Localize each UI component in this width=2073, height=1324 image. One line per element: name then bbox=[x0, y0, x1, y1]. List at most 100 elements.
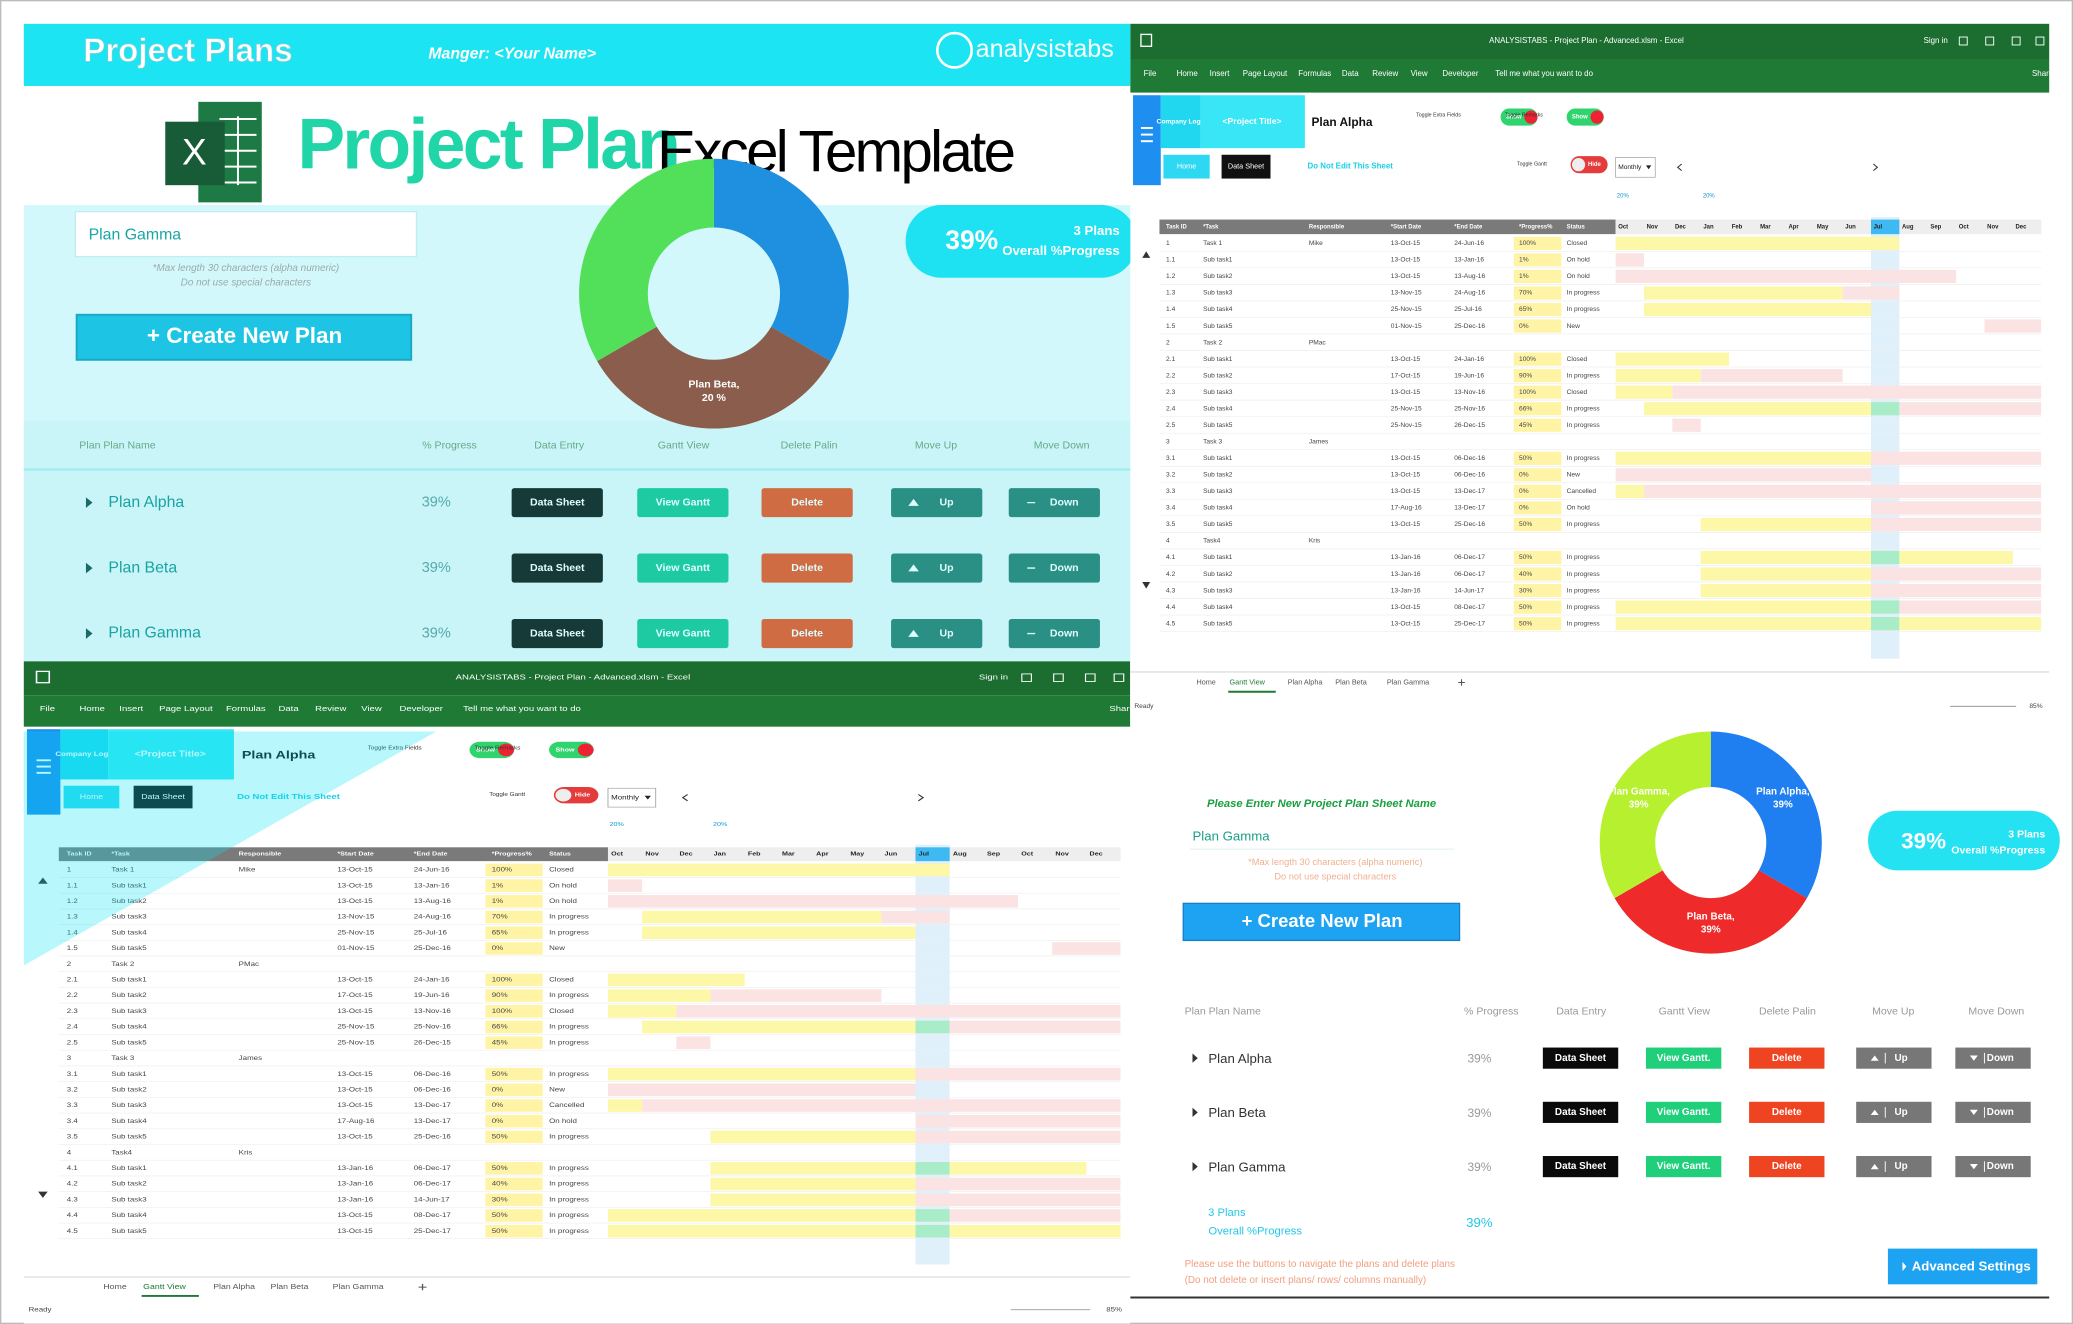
plan-button[interactable] bbox=[1542, 1047, 1619, 1069]
plan-button[interactable] bbox=[637, 619, 729, 649]
progress-cell bbox=[1513, 418, 1562, 432]
window-control[interactable] bbox=[1985, 36, 1995, 46]
menu-item[interactable]: Insert bbox=[119, 704, 144, 713]
sheet-tab[interactable]: Plan Gamma bbox=[333, 1283, 385, 1291]
plan-button[interactable] bbox=[1856, 1101, 1932, 1123]
plan-button[interactable] bbox=[1008, 553, 1100, 583]
plan-button[interactable] bbox=[1749, 1047, 1825, 1069]
data-sheet-button[interactable] bbox=[133, 785, 193, 809]
menu-item[interactable]: Developer bbox=[399, 704, 443, 713]
plan-button[interactable] bbox=[511, 619, 603, 649]
plan-button[interactable] bbox=[1856, 1047, 1932, 1069]
plan-button[interactable] bbox=[761, 553, 853, 583]
plan-button[interactable] bbox=[1645, 1047, 1722, 1069]
cell: 3.4 bbox=[67, 1118, 78, 1125]
sheet-tab[interactable]: Plan Beta bbox=[271, 1283, 310, 1291]
home-button[interactable] bbox=[63, 785, 120, 809]
plan-button-label: Up bbox=[940, 496, 955, 508]
sign-in[interactable]: Sign in bbox=[979, 673, 1008, 682]
sheet-tab[interactable]: Plan Alpha bbox=[1288, 677, 1324, 686]
window-control[interactable] bbox=[1084, 673, 1096, 682]
menu-item[interactable]: File bbox=[1144, 69, 1157, 78]
plan-input[interactable] bbox=[74, 210, 418, 258]
plan-button[interactable] bbox=[1955, 1047, 2031, 1069]
menu-item[interactable]: Home bbox=[80, 704, 106, 713]
sheet-tab[interactable]: Plan Beta bbox=[1335, 677, 1367, 686]
menu-item[interactable]: Insert bbox=[1210, 69, 1231, 78]
plan-button[interactable] bbox=[1542, 1101, 1619, 1123]
segment-label: Plan Alpha, bbox=[1756, 787, 1810, 798]
plan-button[interactable] bbox=[637, 553, 729, 583]
menu-item[interactable]: View bbox=[361, 704, 382, 713]
column-header: % Progress bbox=[422, 440, 477, 452]
sheet-tab[interactable]: Plan Gamma bbox=[1387, 677, 1430, 686]
cell: On hold bbox=[549, 1118, 577, 1125]
create-button[interactable] bbox=[1182, 902, 1461, 942]
plan-button[interactable] bbox=[1749, 1156, 1825, 1178]
window-control[interactable] bbox=[1113, 673, 1125, 682]
title-bar bbox=[23, 661, 1131, 696]
create-button[interactable] bbox=[75, 313, 413, 361]
progress-cell bbox=[485, 1036, 543, 1049]
menu-item[interactable]: Tell me what you want to do bbox=[463, 704, 581, 713]
menu-item[interactable]: Page Layout bbox=[159, 704, 213, 713]
menu-icon bbox=[36, 771, 51, 774]
toggle-state: Hide bbox=[1588, 162, 1602, 168]
plan-button[interactable] bbox=[761, 488, 853, 518]
advanced-button[interactable] bbox=[1887, 1248, 2038, 1285]
progress-cell bbox=[1513, 236, 1562, 250]
plan-button[interactable] bbox=[511, 488, 603, 518]
view-dropdown[interactable] bbox=[607, 787, 657, 808]
window-control[interactable] bbox=[1053, 673, 1064, 682]
window-control[interactable] bbox=[1021, 673, 1032, 682]
plan-button[interactable] bbox=[891, 488, 983, 518]
menu-item[interactable]: View bbox=[1411, 69, 1428, 78]
plan-button[interactable] bbox=[1008, 619, 1100, 649]
home-button[interactable] bbox=[1163, 154, 1210, 179]
plan-button[interactable] bbox=[1645, 1156, 1722, 1178]
menu-item[interactable]: Data bbox=[278, 704, 298, 713]
menu-item[interactable]: Home bbox=[1177, 69, 1199, 78]
window-control[interactable] bbox=[2035, 36, 2045, 46]
menu-item[interactable]: Formulas bbox=[1298, 69, 1331, 78]
plan-button[interactable] bbox=[761, 619, 853, 649]
plan-button[interactable] bbox=[511, 553, 603, 583]
plan-button[interactable] bbox=[891, 619, 983, 649]
progress-value: 39% bbox=[1901, 828, 1946, 853]
menu-item[interactable]: Review bbox=[315, 704, 347, 713]
menu-item[interactable]: Data bbox=[1342, 69, 1359, 78]
plan-button[interactable] bbox=[1645, 1101, 1722, 1123]
view-dropdown[interactable] bbox=[1615, 157, 1656, 178]
plan-button[interactable] bbox=[637, 488, 729, 518]
plan-button[interactable] bbox=[1749, 1101, 1825, 1123]
menu-item[interactable]: Formulas bbox=[226, 704, 266, 713]
plan-button[interactable] bbox=[891, 553, 983, 583]
sheet-tab[interactable]: Plan Alpha bbox=[213, 1283, 255, 1291]
plan-button-label: View Gantt. bbox=[1657, 1107, 1711, 1118]
plan-button[interactable] bbox=[1856, 1156, 1932, 1178]
sheet-tab[interactable]: Gantt View bbox=[1230, 677, 1266, 686]
plan-button[interactable] bbox=[1542, 1156, 1619, 1178]
menu-item[interactable]: Page Layout bbox=[1243, 69, 1288, 78]
cell: 25-Nov-15 bbox=[337, 929, 374, 936]
plan-button[interactable] bbox=[1955, 1101, 2031, 1123]
summary-value: 39% bbox=[1466, 1215, 1493, 1230]
progress-cell bbox=[485, 973, 543, 987]
menu-item[interactable]: Review bbox=[1372, 69, 1398, 78]
plan-button-label: Down bbox=[1987, 1161, 2014, 1172]
sheet-tab[interactable]: Home bbox=[103, 1283, 127, 1291]
plan-button[interactable] bbox=[1955, 1156, 2031, 1178]
menu-item[interactable]: Developer bbox=[1442, 69, 1478, 78]
sign-in[interactable]: Sign in bbox=[1924, 36, 1948, 45]
cell: 40% bbox=[1519, 571, 1532, 578]
menu-item[interactable]: File bbox=[40, 704, 56, 713]
plan-button[interactable] bbox=[1008, 488, 1100, 518]
plan-button-label: Down bbox=[1987, 1053, 2014, 1064]
window-control[interactable] bbox=[1958, 36, 1968, 46]
sheet-tab[interactable]: Gantt View bbox=[143, 1283, 186, 1291]
menu-item[interactable]: Tell me what you want to do bbox=[1495, 69, 1593, 78]
window-control[interactable] bbox=[2011, 36, 2021, 46]
cell: 1% bbox=[492, 898, 504, 905]
data-sheet-button[interactable] bbox=[1221, 154, 1271, 179]
sheet-tab[interactable]: Home bbox=[1196, 677, 1215, 686]
